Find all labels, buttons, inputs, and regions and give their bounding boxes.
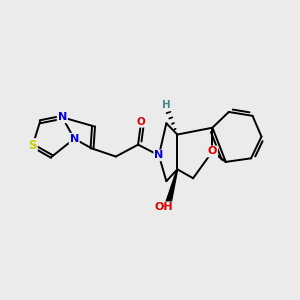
Text: N: N	[70, 134, 79, 144]
Polygon shape	[166, 169, 178, 204]
Text: OH: OH	[155, 202, 173, 212]
Text: N: N	[154, 150, 164, 160]
Text: O: O	[137, 117, 146, 127]
Text: N: N	[58, 112, 67, 122]
Text: S: S	[28, 139, 37, 152]
Text: H: H	[162, 100, 171, 110]
Text: O: O	[208, 146, 217, 157]
